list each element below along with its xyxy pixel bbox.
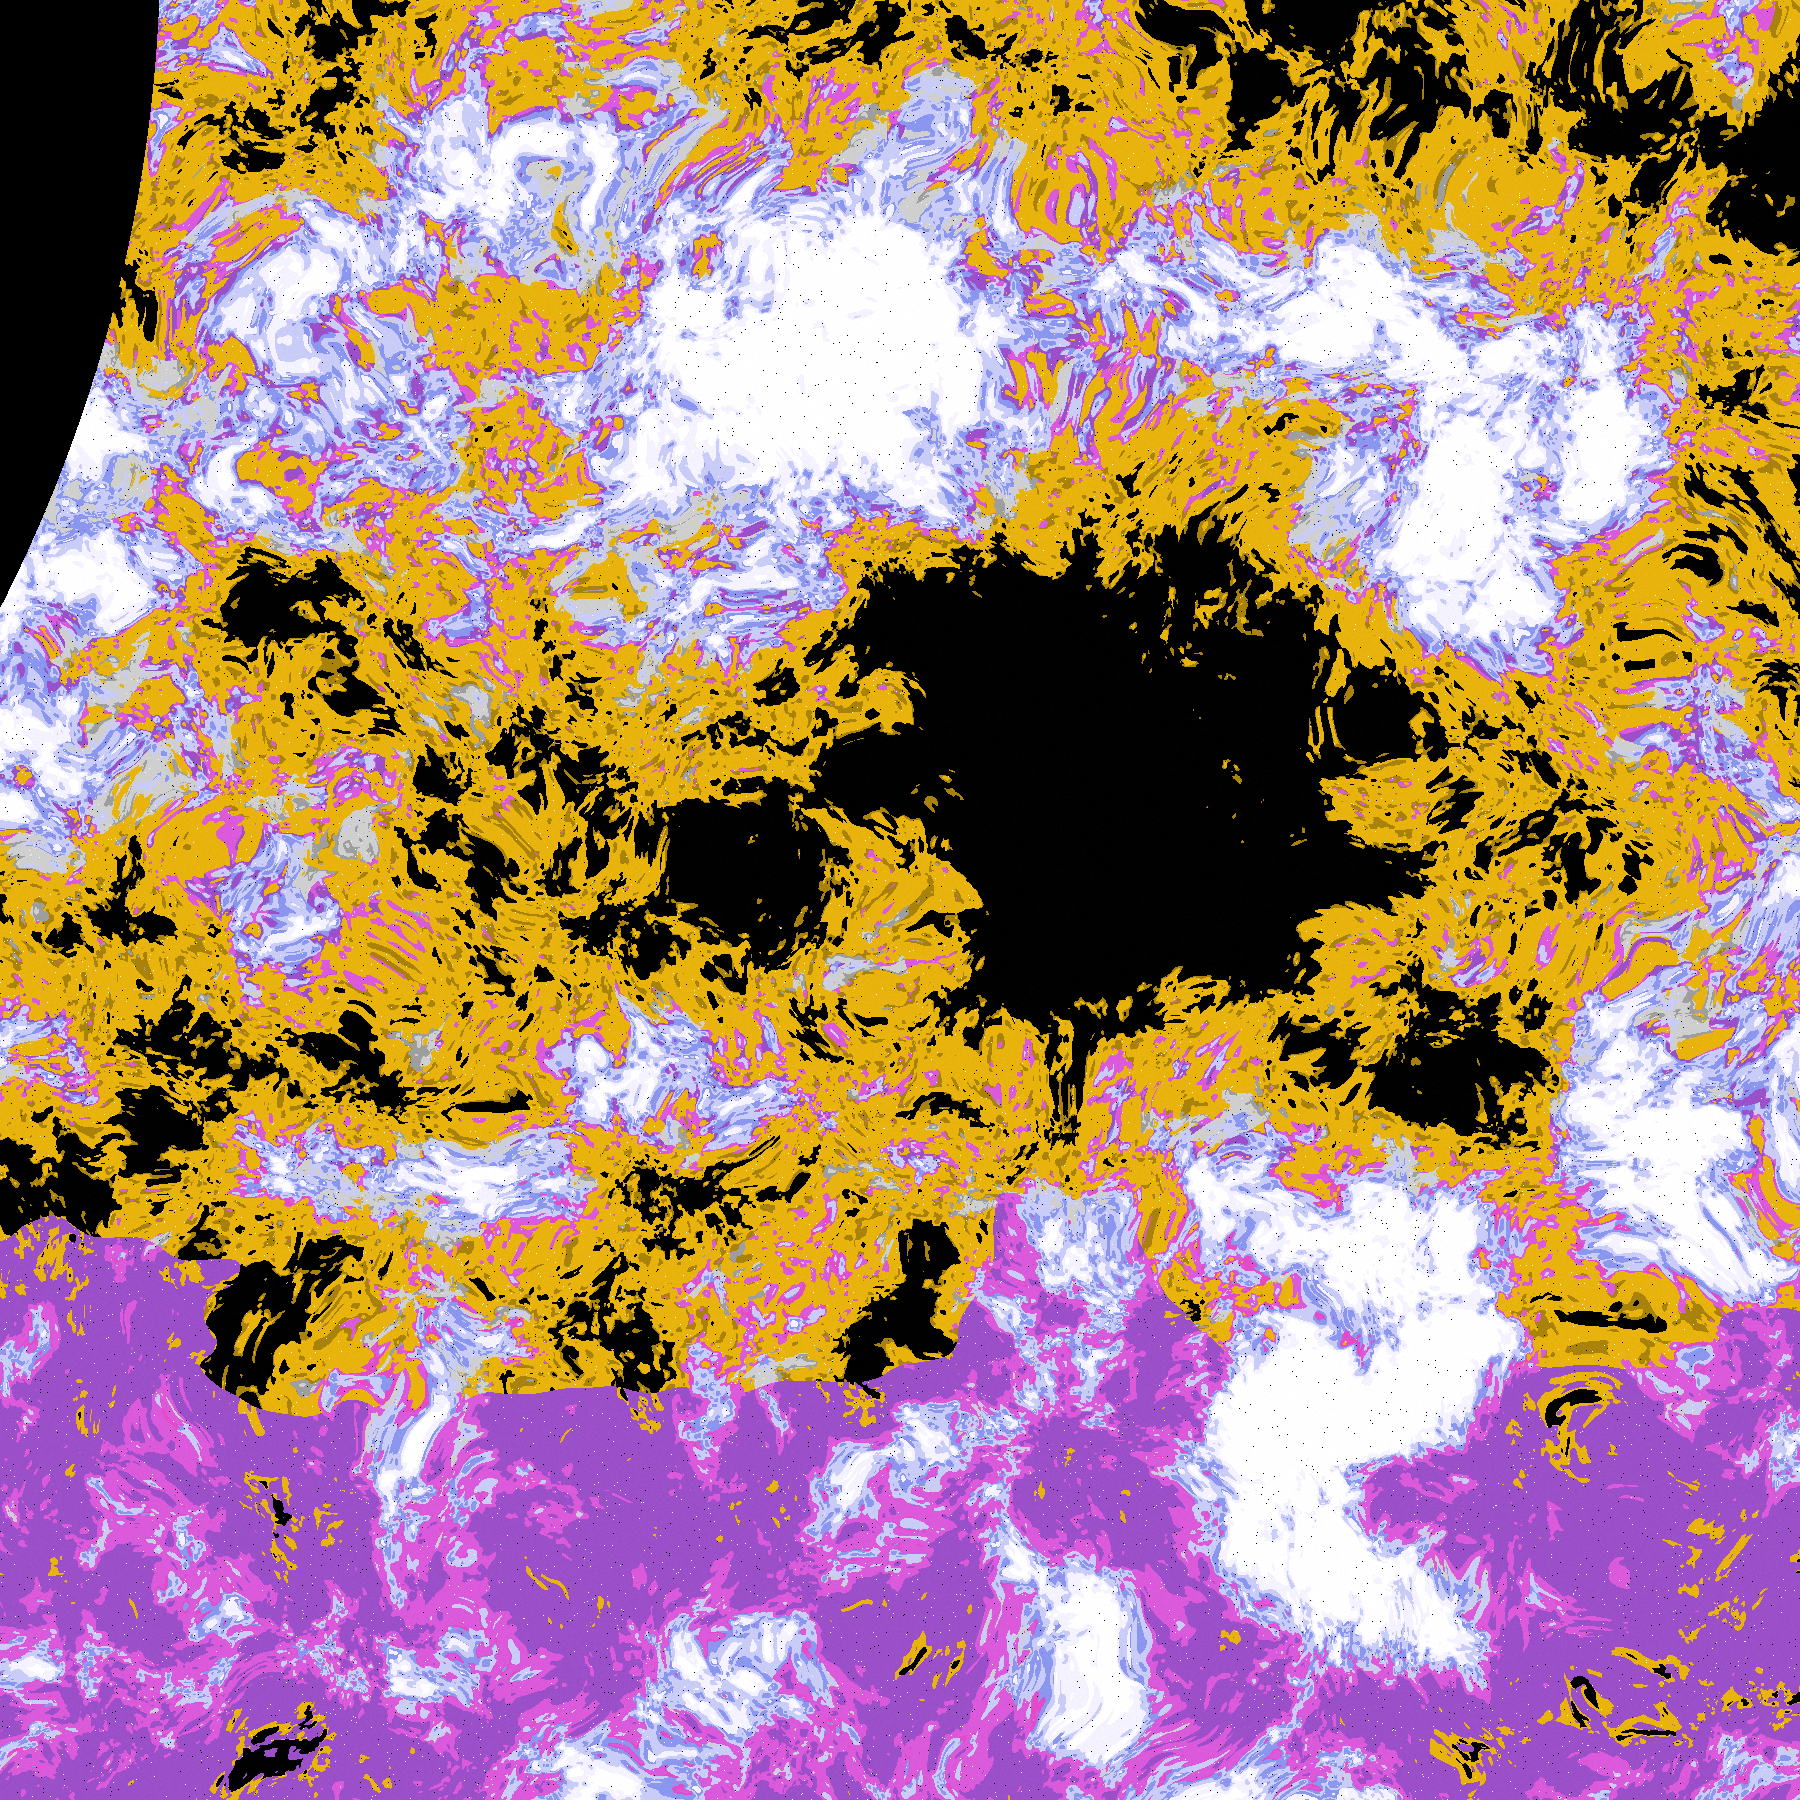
satellite-image-canvas [0, 0, 1800, 1800]
satellite-image-viewer: NOAA APT MSA False-Color Satellite Image… [0, 0, 1800, 1800]
